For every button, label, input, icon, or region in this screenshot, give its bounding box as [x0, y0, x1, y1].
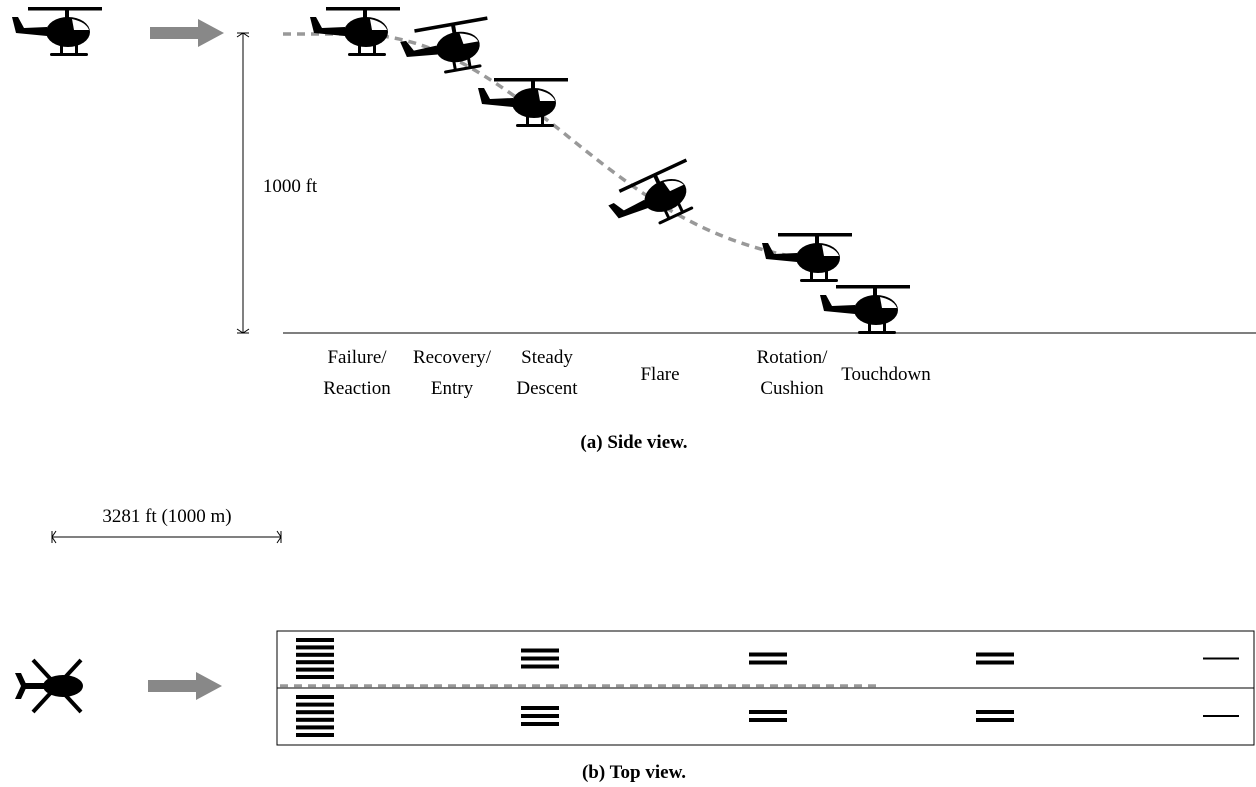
marking [296, 667, 334, 672]
phase-label: Touchdown [841, 364, 931, 385]
marking [749, 652, 787, 657]
phase-label: Reaction [323, 378, 391, 399]
marking [976, 660, 1014, 665]
phase-label: Steady [521, 347, 573, 368]
phase-label: Recovery/ [413, 347, 492, 368]
helicopter [762, 233, 852, 282]
marking [296, 638, 334, 642]
marking [296, 725, 334, 730]
marking [296, 652, 334, 657]
marking [296, 660, 334, 665]
marking [976, 652, 1014, 657]
helicopter [820, 285, 910, 334]
height-label: 1000 ft [263, 176, 318, 197]
marking [521, 664, 559, 669]
phase-label: Entry [431, 378, 474, 399]
dimension-caps [51, 530, 282, 544]
dimension-caps [236, 32, 250, 334]
marking [296, 675, 334, 679]
distance-label: 3281 ft (1000 m) [102, 506, 231, 527]
marking [1203, 657, 1239, 660]
marking [521, 656, 559, 661]
marking [521, 714, 559, 718]
phase-label: Flare [640, 364, 679, 385]
arrow [148, 672, 222, 700]
phase-label: Rotation/ [757, 347, 828, 368]
marking [296, 695, 334, 699]
marking [1203, 715, 1239, 717]
marking [976, 710, 1014, 714]
marking [749, 710, 787, 714]
marking [296, 710, 334, 715]
runway-markings [296, 638, 1239, 737]
marking [521, 648, 559, 653]
arrow [150, 19, 224, 47]
marking [296, 645, 334, 650]
marking [749, 660, 787, 665]
marking [521, 706, 559, 710]
caption: (b) Top view. [582, 762, 686, 783]
phase-label: Cushion [760, 378, 824, 399]
phase-label: Failure/ [327, 347, 387, 368]
helicopter [478, 78, 568, 127]
phase-label: Descent [516, 378, 578, 399]
helicopter-top [13, 658, 85, 714]
helicopter [310, 7, 400, 56]
marking [296, 702, 334, 707]
marking [521, 722, 559, 726]
caption: (a) Side view. [580, 432, 687, 453]
marking [976, 718, 1014, 722]
helicopter [12, 7, 102, 56]
helicopter [398, 16, 496, 81]
marking [296, 717, 334, 722]
flight-path [283, 32, 801, 260]
marking [296, 733, 334, 737]
helicopter [604, 158, 707, 241]
marking [749, 718, 787, 722]
